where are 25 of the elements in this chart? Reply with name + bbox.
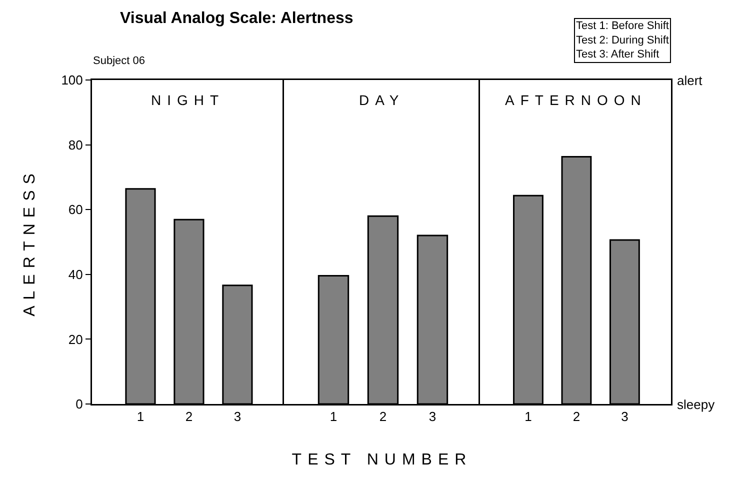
x-tick-label: 1 <box>330 409 338 424</box>
y-tick-label: 60 <box>68 202 83 218</box>
annotation: NIGHT <box>151 92 225 108</box>
y-tick-label: 20 <box>68 332 83 347</box>
annotation: AFTERNOON <box>505 92 647 108</box>
x-tick-label: 3 <box>428 409 436 424</box>
y-tick-label: 100 <box>61 72 83 88</box>
x-tick-label: 2 <box>572 409 580 424</box>
x-tick-label: 3 <box>234 409 242 424</box>
x-axis-title: TEST NUMBER <box>292 452 472 469</box>
y-tick-label: 0 <box>76 396 83 412</box>
y-tick-label: 40 <box>68 266 83 282</box>
text: alert <box>677 73 703 88</box>
x-tick-label: 2 <box>379 409 387 424</box>
text: Test 1: Before Shift Test 2: During Shift Test 3: After Shift <box>576 20 669 61</box>
x-tick-label: 1 <box>136 409 144 424</box>
x-tick-label: 1 <box>524 409 532 424</box>
y-tick-label: 80 <box>68 137 83 152</box>
chart-title: Visual Analog Scale: Alertness <box>120 10 354 28</box>
chart-subtitle: Subject 06 <box>93 55 145 67</box>
text: sleepy <box>677 397 716 412</box>
y-axis-title: ALERTNESS <box>21 168 38 316</box>
annotation: DAY <box>359 92 405 108</box>
x-tick-label: 3 <box>621 409 628 424</box>
x-tick-label: 2 <box>185 409 193 424</box>
